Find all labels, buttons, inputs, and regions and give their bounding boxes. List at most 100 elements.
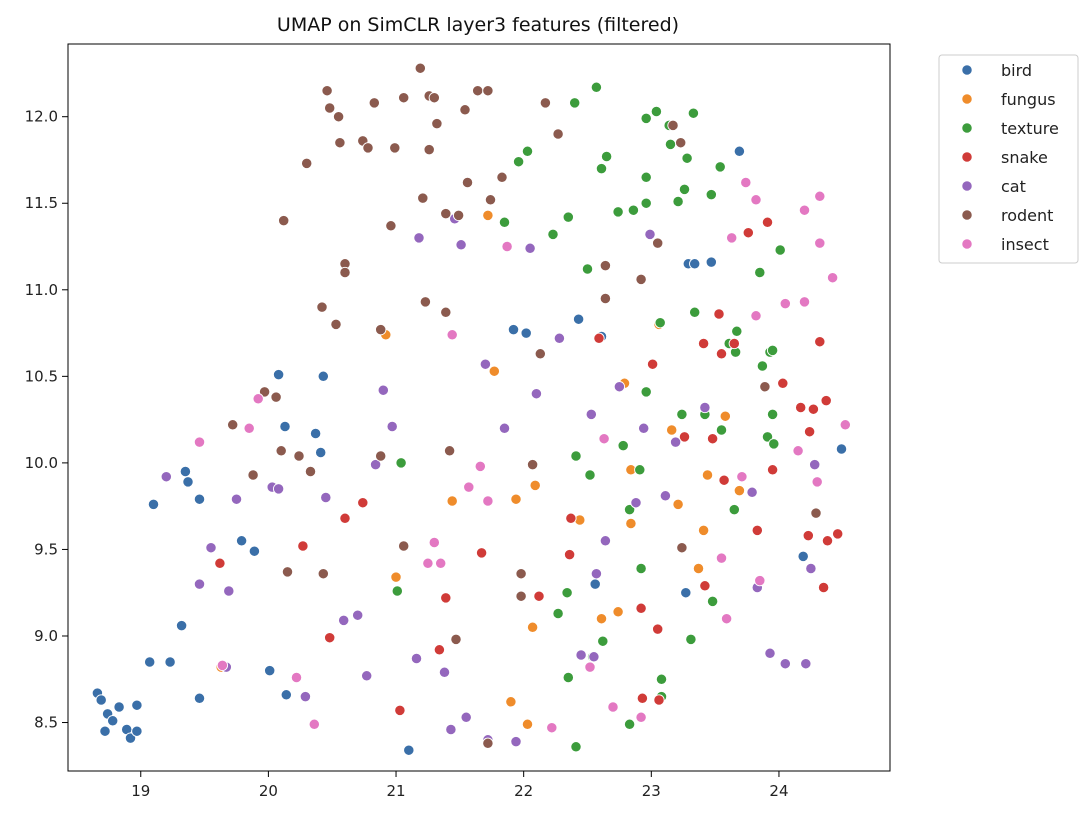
- texture-point: [672, 195, 684, 208]
- snake-point: [394, 704, 406, 717]
- fungus-point: [666, 424, 678, 436]
- rodent-point: [675, 137, 687, 149]
- rodent-point: [515, 590, 527, 602]
- insect-point: [750, 194, 762, 206]
- texture-point: [681, 152, 693, 164]
- snake-point: [697, 337, 710, 350]
- plot-area: [67, 43, 891, 772]
- legend-item-texture: texture: [961, 119, 1059, 138]
- rodent-point: [270, 391, 282, 403]
- snake-point: [777, 377, 789, 389]
- cat-point: [386, 420, 398, 433]
- cat-point: [779, 658, 791, 670]
- rodent-point: [526, 458, 539, 471]
- legend-marker: [961, 122, 973, 134]
- snake-point: [533, 590, 545, 602]
- rodent-point: [417, 192, 429, 204]
- snake-point: [565, 512, 577, 524]
- rodent-point: [461, 176, 474, 189]
- insect-point: [798, 204, 811, 216]
- bird-point: [733, 145, 746, 157]
- cat-point: [613, 381, 626, 393]
- rodent-point: [362, 142, 374, 154]
- bird-point: [572, 313, 585, 325]
- texture-point: [761, 431, 774, 443]
- insect-point: [720, 613, 733, 625]
- cat-point: [479, 358, 492, 370]
- snake-point: [802, 529, 814, 542]
- legend-item-snake: snake: [961, 148, 1048, 167]
- legend-item-cat: cat: [961, 177, 1026, 196]
- texture-point: [584, 469, 596, 481]
- snake-point: [761, 216, 774, 228]
- cat-point: [223, 585, 235, 597]
- cat-point: [764, 647, 776, 659]
- fungus-point: [697, 524, 710, 537]
- texture-point: [754, 266, 766, 279]
- snake-point: [324, 632, 336, 644]
- texture-point: [552, 607, 564, 620]
- insect-point: [826, 272, 839, 284]
- snake-point: [807, 403, 820, 415]
- rodent-point: [375, 323, 387, 336]
- texture-point: [391, 585, 403, 597]
- texture-point: [687, 107, 700, 119]
- cat-point: [272, 483, 285, 495]
- fungus-point: [612, 606, 624, 618]
- texture-point: [766, 408, 779, 421]
- snake-point: [718, 474, 730, 486]
- x-tick-label: 24: [769, 782, 788, 800]
- cat-point: [460, 711, 472, 723]
- insect-point: [546, 722, 558, 734]
- cat-point: [669, 436, 682, 448]
- cat-point: [575, 649, 587, 661]
- fungus-point: [701, 469, 714, 481]
- snake-point: [713, 308, 725, 320]
- bird-point: [315, 446, 327, 459]
- cat-point: [699, 401, 711, 414]
- snake-point: [636, 692, 649, 704]
- bird-point: [280, 689, 292, 701]
- snake-point: [678, 431, 691, 443]
- bird-point: [309, 427, 322, 440]
- plot-frame: [67, 43, 891, 772]
- bird-point: [124, 732, 137, 744]
- rodent-point: [428, 92, 440, 104]
- bird-point: [507, 323, 520, 336]
- insect-point: [754, 574, 766, 587]
- fungus-point: [625, 517, 637, 530]
- bird-point: [131, 725, 143, 737]
- bird-point: [689, 258, 701, 270]
- insect-point: [584, 661, 596, 673]
- rodent-point: [635, 273, 647, 286]
- y-tick-label: 12.0: [25, 108, 58, 126]
- rodent-point: [332, 111, 345, 123]
- bird-point: [175, 619, 188, 632]
- texture-point: [731, 325, 743, 337]
- legend-item-fungus: fungus: [961, 90, 1056, 109]
- cat-point: [455, 239, 467, 251]
- insect-point: [463, 481, 475, 493]
- rodent-point: [368, 97, 380, 109]
- cat-point: [193, 578, 206, 590]
- snake-point: [563, 548, 576, 561]
- y-tick-label: 8.5: [34, 714, 58, 732]
- legend-marker: [961, 209, 973, 221]
- cat-point: [638, 422, 650, 434]
- rodent-point: [496, 171, 508, 183]
- fungus-point: [446, 495, 458, 507]
- cat-point: [809, 458, 821, 471]
- series-bird: [91, 145, 848, 756]
- texture-point: [705, 188, 717, 201]
- texture-point: [612, 206, 624, 218]
- fungus-point: [482, 209, 494, 222]
- bird-point: [589, 578, 601, 590]
- bird-point: [264, 664, 276, 677]
- rodent-point: [423, 143, 435, 156]
- y-tick-label: 9.0: [34, 627, 58, 645]
- bird-point: [248, 545, 261, 557]
- y-tick-label: 11.5: [25, 194, 58, 212]
- bird-point: [113, 701, 125, 713]
- rodent-point: [440, 306, 452, 318]
- texture-point: [570, 741, 582, 753]
